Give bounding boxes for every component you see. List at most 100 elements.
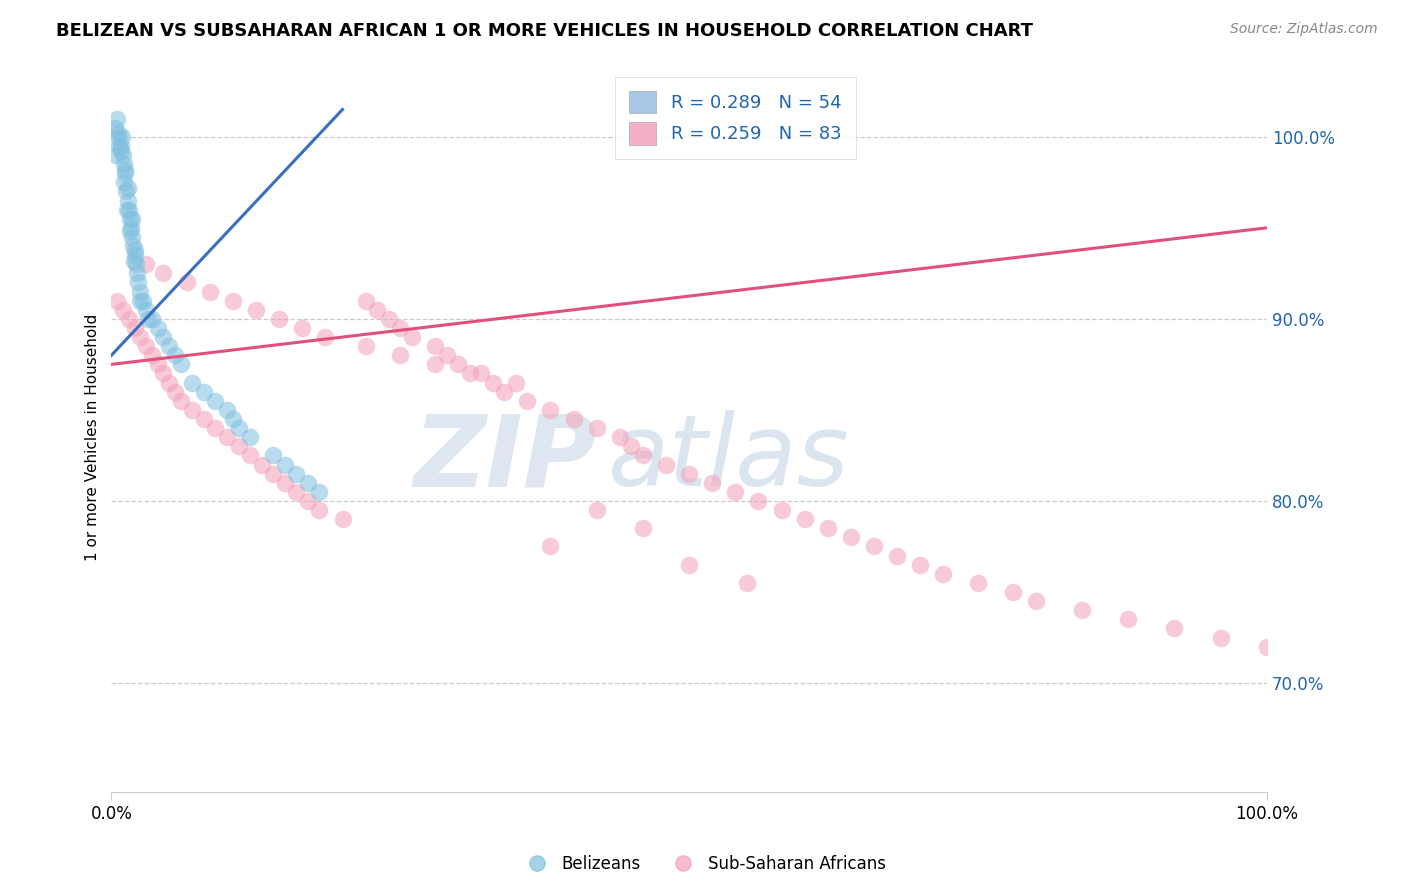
Point: [1001, 585, 1024, 599]
Point: [505, 376, 527, 390]
Point: [609, 430, 631, 444]
Point: [585, 503, 607, 517]
Point: [141, 348, 163, 362]
Point: [198, 285, 221, 299]
Point: [1116, 612, 1139, 626]
Point: [274, 458, 297, 472]
Point: [152, 367, 174, 381]
Point: [107, 129, 129, 144]
Point: [112, 175, 135, 189]
Point: [314, 330, 336, 344]
Point: [181, 376, 204, 390]
Point: [389, 348, 412, 362]
Point: [308, 484, 330, 499]
Point: [157, 376, 180, 390]
Point: [291, 321, 314, 335]
Point: [215, 403, 238, 417]
Point: [105, 148, 128, 162]
Point: [118, 311, 141, 326]
Point: [121, 230, 143, 244]
Point: [562, 412, 585, 426]
Point: [157, 339, 180, 353]
Point: [125, 266, 148, 280]
Point: [631, 521, 654, 535]
Point: [228, 421, 250, 435]
Point: [135, 302, 157, 317]
Point: [104, 120, 127, 135]
Y-axis label: 1 or more Vehicles in Household: 1 or more Vehicles in Household: [86, 314, 100, 561]
Point: [170, 358, 193, 372]
Point: [366, 302, 388, 317]
Point: [124, 248, 146, 262]
Point: [107, 126, 129, 140]
Point: [204, 393, 226, 408]
Point: [152, 266, 174, 280]
Point: [1209, 631, 1232, 645]
Point: [401, 330, 423, 344]
Point: [141, 311, 163, 326]
Text: Source: ZipAtlas.com: Source: ZipAtlas.com: [1230, 22, 1378, 37]
Point: [135, 339, 157, 353]
Point: [932, 566, 955, 581]
Point: [389, 321, 412, 335]
Point: [332, 512, 354, 526]
Text: ZIP: ZIP: [413, 410, 596, 507]
Point: [110, 145, 132, 159]
Point: [770, 503, 793, 517]
Point: [170, 393, 193, 408]
Point: [108, 139, 131, 153]
Point: [702, 475, 724, 490]
Point: [215, 430, 238, 444]
Legend: R = 0.289   N = 54, R = 0.259   N = 83: R = 0.289 N = 54, R = 0.259 N = 83: [614, 77, 856, 159]
Point: [117, 180, 139, 194]
Point: [839, 530, 862, 544]
Point: [124, 243, 146, 257]
Point: [176, 276, 198, 290]
Point: [193, 412, 215, 426]
Point: [620, 439, 643, 453]
Point: [423, 358, 446, 372]
Point: [274, 475, 297, 490]
Point: [678, 558, 700, 572]
Point: [262, 467, 284, 481]
Point: [118, 202, 141, 217]
Point: [228, 439, 250, 453]
Point: [250, 458, 273, 472]
Point: [516, 393, 538, 408]
Point: [114, 162, 136, 177]
Point: [135, 257, 157, 271]
Point: [910, 558, 932, 572]
Point: [817, 521, 839, 535]
Point: [124, 321, 146, 335]
Point: [436, 348, 458, 362]
Point: [121, 211, 143, 226]
Point: [494, 384, 516, 399]
Point: [111, 129, 134, 144]
Point: [222, 412, 245, 426]
Point: [110, 139, 132, 153]
Point: [120, 224, 142, 238]
Point: [146, 358, 169, 372]
Point: [285, 484, 308, 499]
Point: [863, 540, 886, 554]
Point: [747, 494, 769, 508]
Point: [114, 166, 136, 180]
Point: [245, 302, 267, 317]
Point: [193, 384, 215, 399]
Point: [458, 367, 481, 381]
Point: [631, 449, 654, 463]
Point: [447, 358, 470, 372]
Point: [163, 348, 186, 362]
Point: [239, 430, 262, 444]
Point: [423, 339, 446, 353]
Point: [152, 330, 174, 344]
Point: [1025, 594, 1047, 608]
Point: [267, 311, 290, 326]
Point: [793, 512, 815, 526]
Legend: Belizeans, Sub-Saharan Africans: Belizeans, Sub-Saharan Africans: [513, 848, 893, 880]
Point: [129, 330, 152, 344]
Point: [111, 148, 134, 162]
Point: [117, 194, 139, 208]
Point: [297, 494, 319, 508]
Point: [204, 421, 226, 435]
